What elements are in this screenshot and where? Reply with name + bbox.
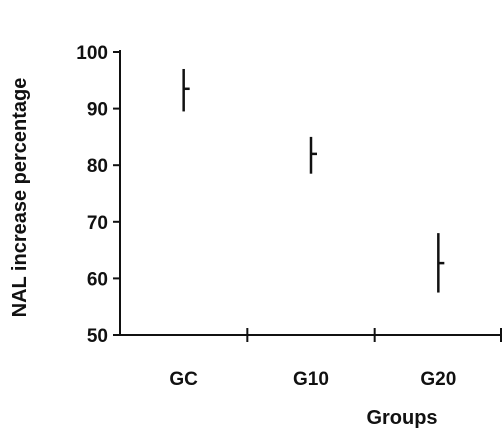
x-axis-title: Groups	[366, 407, 437, 429]
data-marks	[182, 68, 445, 293]
x-tick-label: GC	[169, 369, 198, 390]
x-tick-label: G10	[293, 369, 329, 390]
y-tick-label: 100	[76, 43, 108, 64]
x-axis: GC G10 G20	[120, 328, 502, 390]
y-axis: 50 60 70 80 90 100	[76, 43, 121, 347]
y-tick-label: 50	[87, 326, 108, 347]
y-tick-label: 80	[87, 156, 108, 177]
y-axis-title: NAL increase percentage	[9, 78, 31, 318]
y-tick-label: 90	[87, 100, 108, 121]
y-tick-label: 60	[87, 269, 108, 290]
x-tick-label: G20	[420, 369, 456, 390]
y-tick-label: 70	[87, 213, 108, 234]
